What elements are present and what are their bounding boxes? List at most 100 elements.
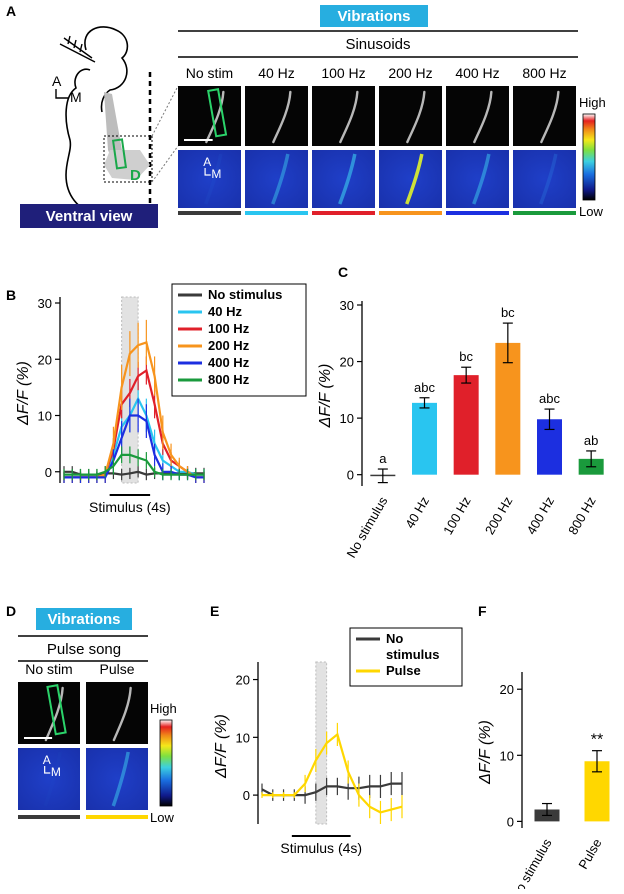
roi-box-outline xyxy=(103,135,153,183)
panel-a-heatmap-image xyxy=(312,150,375,208)
panel-a-condition-label: 200 Hz xyxy=(388,65,432,81)
x-tick-label: 400 Hz xyxy=(524,494,558,537)
colorbar-d-low: Low xyxy=(150,810,174,825)
y-tick-label: 30 xyxy=(340,298,354,313)
roi-box xyxy=(111,138,128,170)
amm-region-shape xyxy=(104,150,150,180)
vibrations-banner-d xyxy=(36,608,132,630)
x-tick-label: 200 Hz xyxy=(482,494,516,537)
legend-label: No xyxy=(386,631,403,646)
chart-e: 0 10 20 ΔF/F (%) Stimulus (4s) NostimulusPuls… xyxy=(213,627,463,856)
significance-label: ** xyxy=(591,732,603,749)
panel-a-inset-m: M xyxy=(211,167,221,181)
vibrations-banner xyxy=(320,5,428,27)
y-tick-label: 10 xyxy=(500,748,514,763)
colorbar-a xyxy=(582,113,596,201)
y-tick-label: 0 xyxy=(45,465,52,480)
panel-d-heatmap-signal xyxy=(43,751,62,807)
panel-a-condition-label: 800 Hz xyxy=(522,65,566,81)
panel-a-condition-label: 400 Hz xyxy=(455,65,499,81)
panel-a-condition-label: 100 Hz xyxy=(321,65,365,81)
panel-a-roi-outline xyxy=(207,88,228,138)
panel-a-heatmap-signal xyxy=(405,153,424,205)
panel-a-nerve-signal xyxy=(406,90,426,144)
orient-a-label: A xyxy=(52,73,62,89)
panel-a-nerve-signal xyxy=(540,90,560,144)
panel-a-heatmap-image xyxy=(245,150,308,208)
x-tick-label: No stimulus xyxy=(508,836,555,889)
panel-a-nerve-signal xyxy=(205,90,225,144)
x-tick-label: 800 Hz xyxy=(565,494,599,537)
panel-d-heatmap-image xyxy=(86,748,148,810)
panel-a-nerve-signal xyxy=(339,90,359,144)
series-line xyxy=(262,732,403,814)
x-axis-label: Stimulus (4s) xyxy=(89,499,171,515)
x-tick-label: No stimulus xyxy=(343,494,390,561)
panel-d-conditions: No stim AM Pulse xyxy=(18,661,148,819)
panel-d-nerve-signal xyxy=(112,686,132,742)
panel-d-condition-color-bar xyxy=(86,815,148,819)
panel-d-inset-m: M xyxy=(51,765,61,779)
panel-a-condition-color-bar xyxy=(513,211,576,215)
panel-a-heatmap-image xyxy=(379,150,442,208)
significance-label: a xyxy=(379,451,387,466)
panel-d-heatmap-image xyxy=(18,748,80,810)
y-tick-label: 30 xyxy=(38,296,52,311)
stimulus-band xyxy=(315,661,328,825)
orient-axes xyxy=(55,89,68,99)
panel-a-heatmap-signal xyxy=(472,153,491,205)
y-tick-label: 20 xyxy=(340,355,354,370)
x-tick-label: Pulse xyxy=(575,836,604,872)
panel-a-inset-axes xyxy=(204,168,211,176)
sinusoids-label: Sinusoids xyxy=(345,36,410,53)
chart-c: 0 10 20 30 ΔF/F (%) a No stimulus abc 40 Hz bc 100… xyxy=(317,298,604,560)
y-tick-label: 10 xyxy=(236,730,250,745)
panel-a-nerve-signal xyxy=(473,90,493,144)
panel-a-condition-label: 40 Hz xyxy=(258,65,295,81)
x-tick-label: 100 Hz xyxy=(440,494,474,537)
y-axis-label: ΔF/F (%) xyxy=(15,361,32,426)
vibrations-banner-text: Vibrations xyxy=(337,8,410,25)
panel-a-condition-color-bar xyxy=(245,211,308,215)
y-axis-label: ΔF/F (%) xyxy=(213,714,230,779)
fly-head-schematic xyxy=(59,26,152,215)
panel-a-conditions: No stim AM 40 Hz 100 Hz 200 Hz 400 Hz 800 Hz xyxy=(178,65,576,215)
y-tick-label: 0 xyxy=(507,814,514,829)
chart-f: 0 10 20 ΔF/F (%) No stimulus ** Pulse xyxy=(477,672,610,894)
pulse-song-label: Pulse song xyxy=(47,641,121,658)
legend-box xyxy=(171,283,307,397)
panel-a-heatmap-image xyxy=(513,150,576,208)
panel-label-a: A xyxy=(6,3,16,19)
panel-a-inset-a: A xyxy=(203,155,211,169)
panel-a-condition-color-bar xyxy=(178,211,241,215)
vibrations-banner-d-text: Vibrations xyxy=(47,611,120,628)
y-tick-label: 10 xyxy=(340,411,354,426)
ventral-view-label: Ventral view xyxy=(46,208,133,225)
x-tick-label: 40 Hz xyxy=(402,494,432,531)
ventral-view-box xyxy=(20,204,158,228)
colorbar-a-low: Low xyxy=(579,204,603,219)
legend-label: 200 Hz xyxy=(208,338,250,353)
y-tick-label: 10 xyxy=(38,409,52,424)
y-tick-label: 0 xyxy=(243,788,250,803)
series xyxy=(63,446,205,481)
bar xyxy=(495,342,521,475)
panel-d-condition-label: Pulse xyxy=(99,661,134,677)
colorbar-a-high: High xyxy=(579,95,606,110)
panel-d-condition-label: No stim xyxy=(25,661,72,677)
legend-label: No stimulus xyxy=(208,287,282,302)
panel-a-heatmap-image xyxy=(446,150,509,208)
panel-a-heatmap-image xyxy=(178,150,241,208)
panel-a-condition-color-bar xyxy=(379,211,442,215)
series xyxy=(261,772,403,804)
panel-a-heatmap-signal xyxy=(204,153,223,205)
panel-label-d: D xyxy=(6,603,16,619)
legend-label: 400 Hz xyxy=(208,355,250,370)
significance-label: ab xyxy=(584,433,598,448)
orient-m-label: M xyxy=(70,89,82,105)
panel-label-e: E xyxy=(210,603,219,619)
panel-a-heatmap-signal xyxy=(539,153,558,205)
panel-a-nerve-signal xyxy=(272,90,292,144)
